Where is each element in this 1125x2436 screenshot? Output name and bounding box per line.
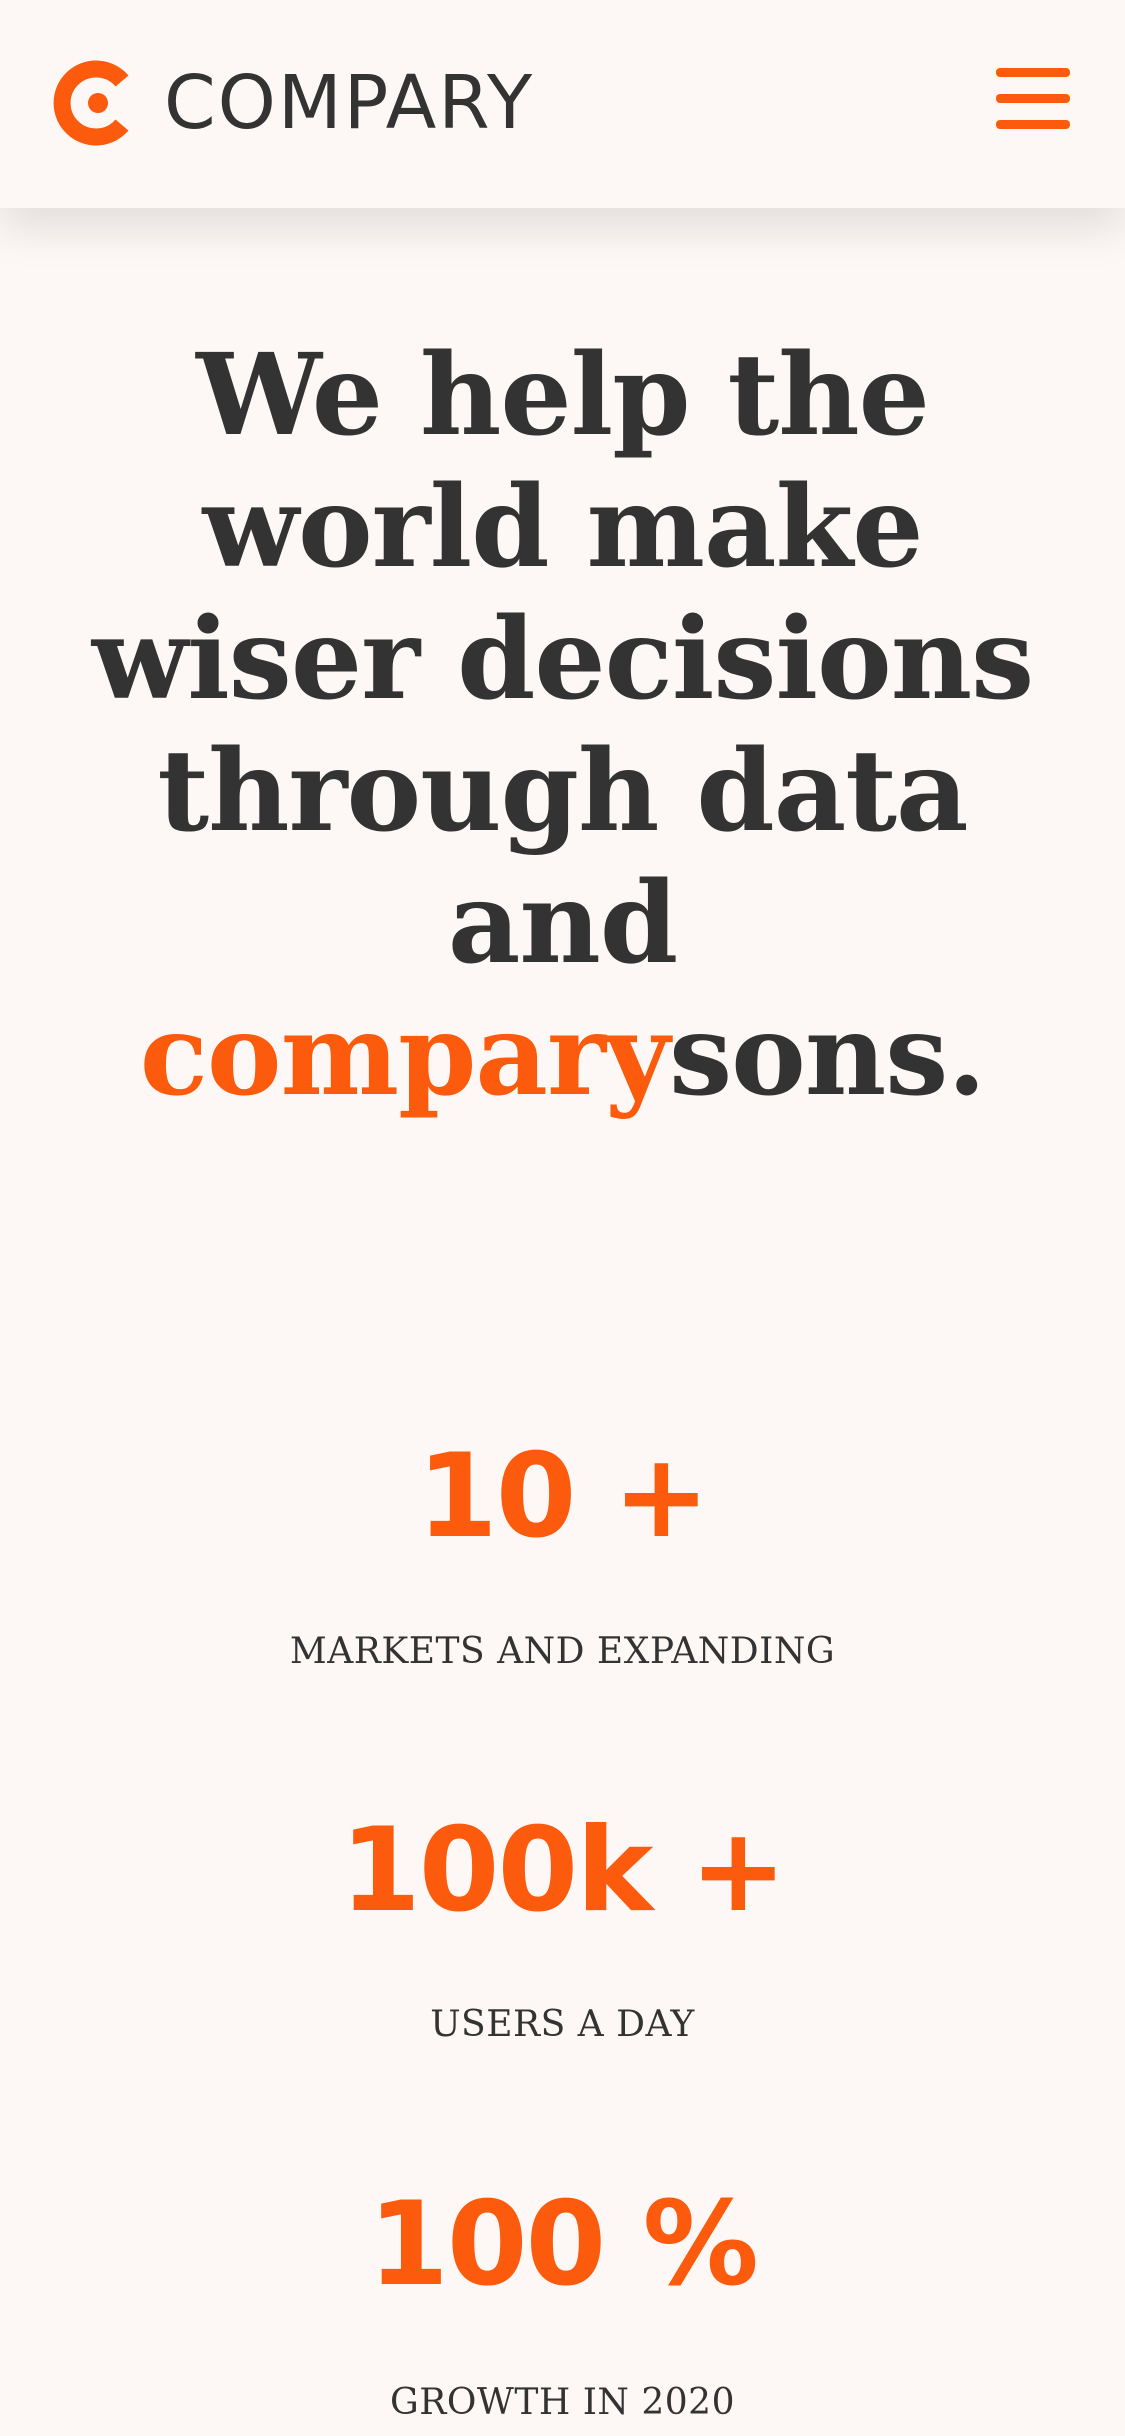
menu-bar-top (996, 68, 1070, 77)
stat-growth-label: GROWTH IN 2020 (389, 2382, 735, 2423)
headline-accent-word: compary (139, 990, 670, 1121)
stat-users-label: USERS A DAY (430, 2004, 695, 2045)
headline-text: We help the world make wiser decisions t… (91, 330, 1034, 989)
site-header: COMPARY (0, 0, 1125, 208)
stat-users-value: 100k + (340, 1803, 787, 1938)
compary-c-logo-icon (53, 60, 129, 146)
menu-bar-bottom (996, 120, 1070, 129)
headline-suffix: sons. (669, 990, 986, 1121)
menu-bar-middle (996, 94, 1070, 103)
stat-markets-label: MARKETS AND EXPANDING (289, 1631, 836, 1672)
brand-logo[interactable]: COMPARY (52, 58, 534, 148)
hamburger-menu-icon[interactable] (994, 64, 1074, 136)
stat-growth-value: 100 % (368, 2177, 759, 2312)
logo-wordmark: COMPARY (164, 60, 535, 146)
hero-headline: We help the world make wiser decisions t… (40, 330, 1085, 1122)
stat-markets-value: 10 + (416, 1429, 710, 1564)
